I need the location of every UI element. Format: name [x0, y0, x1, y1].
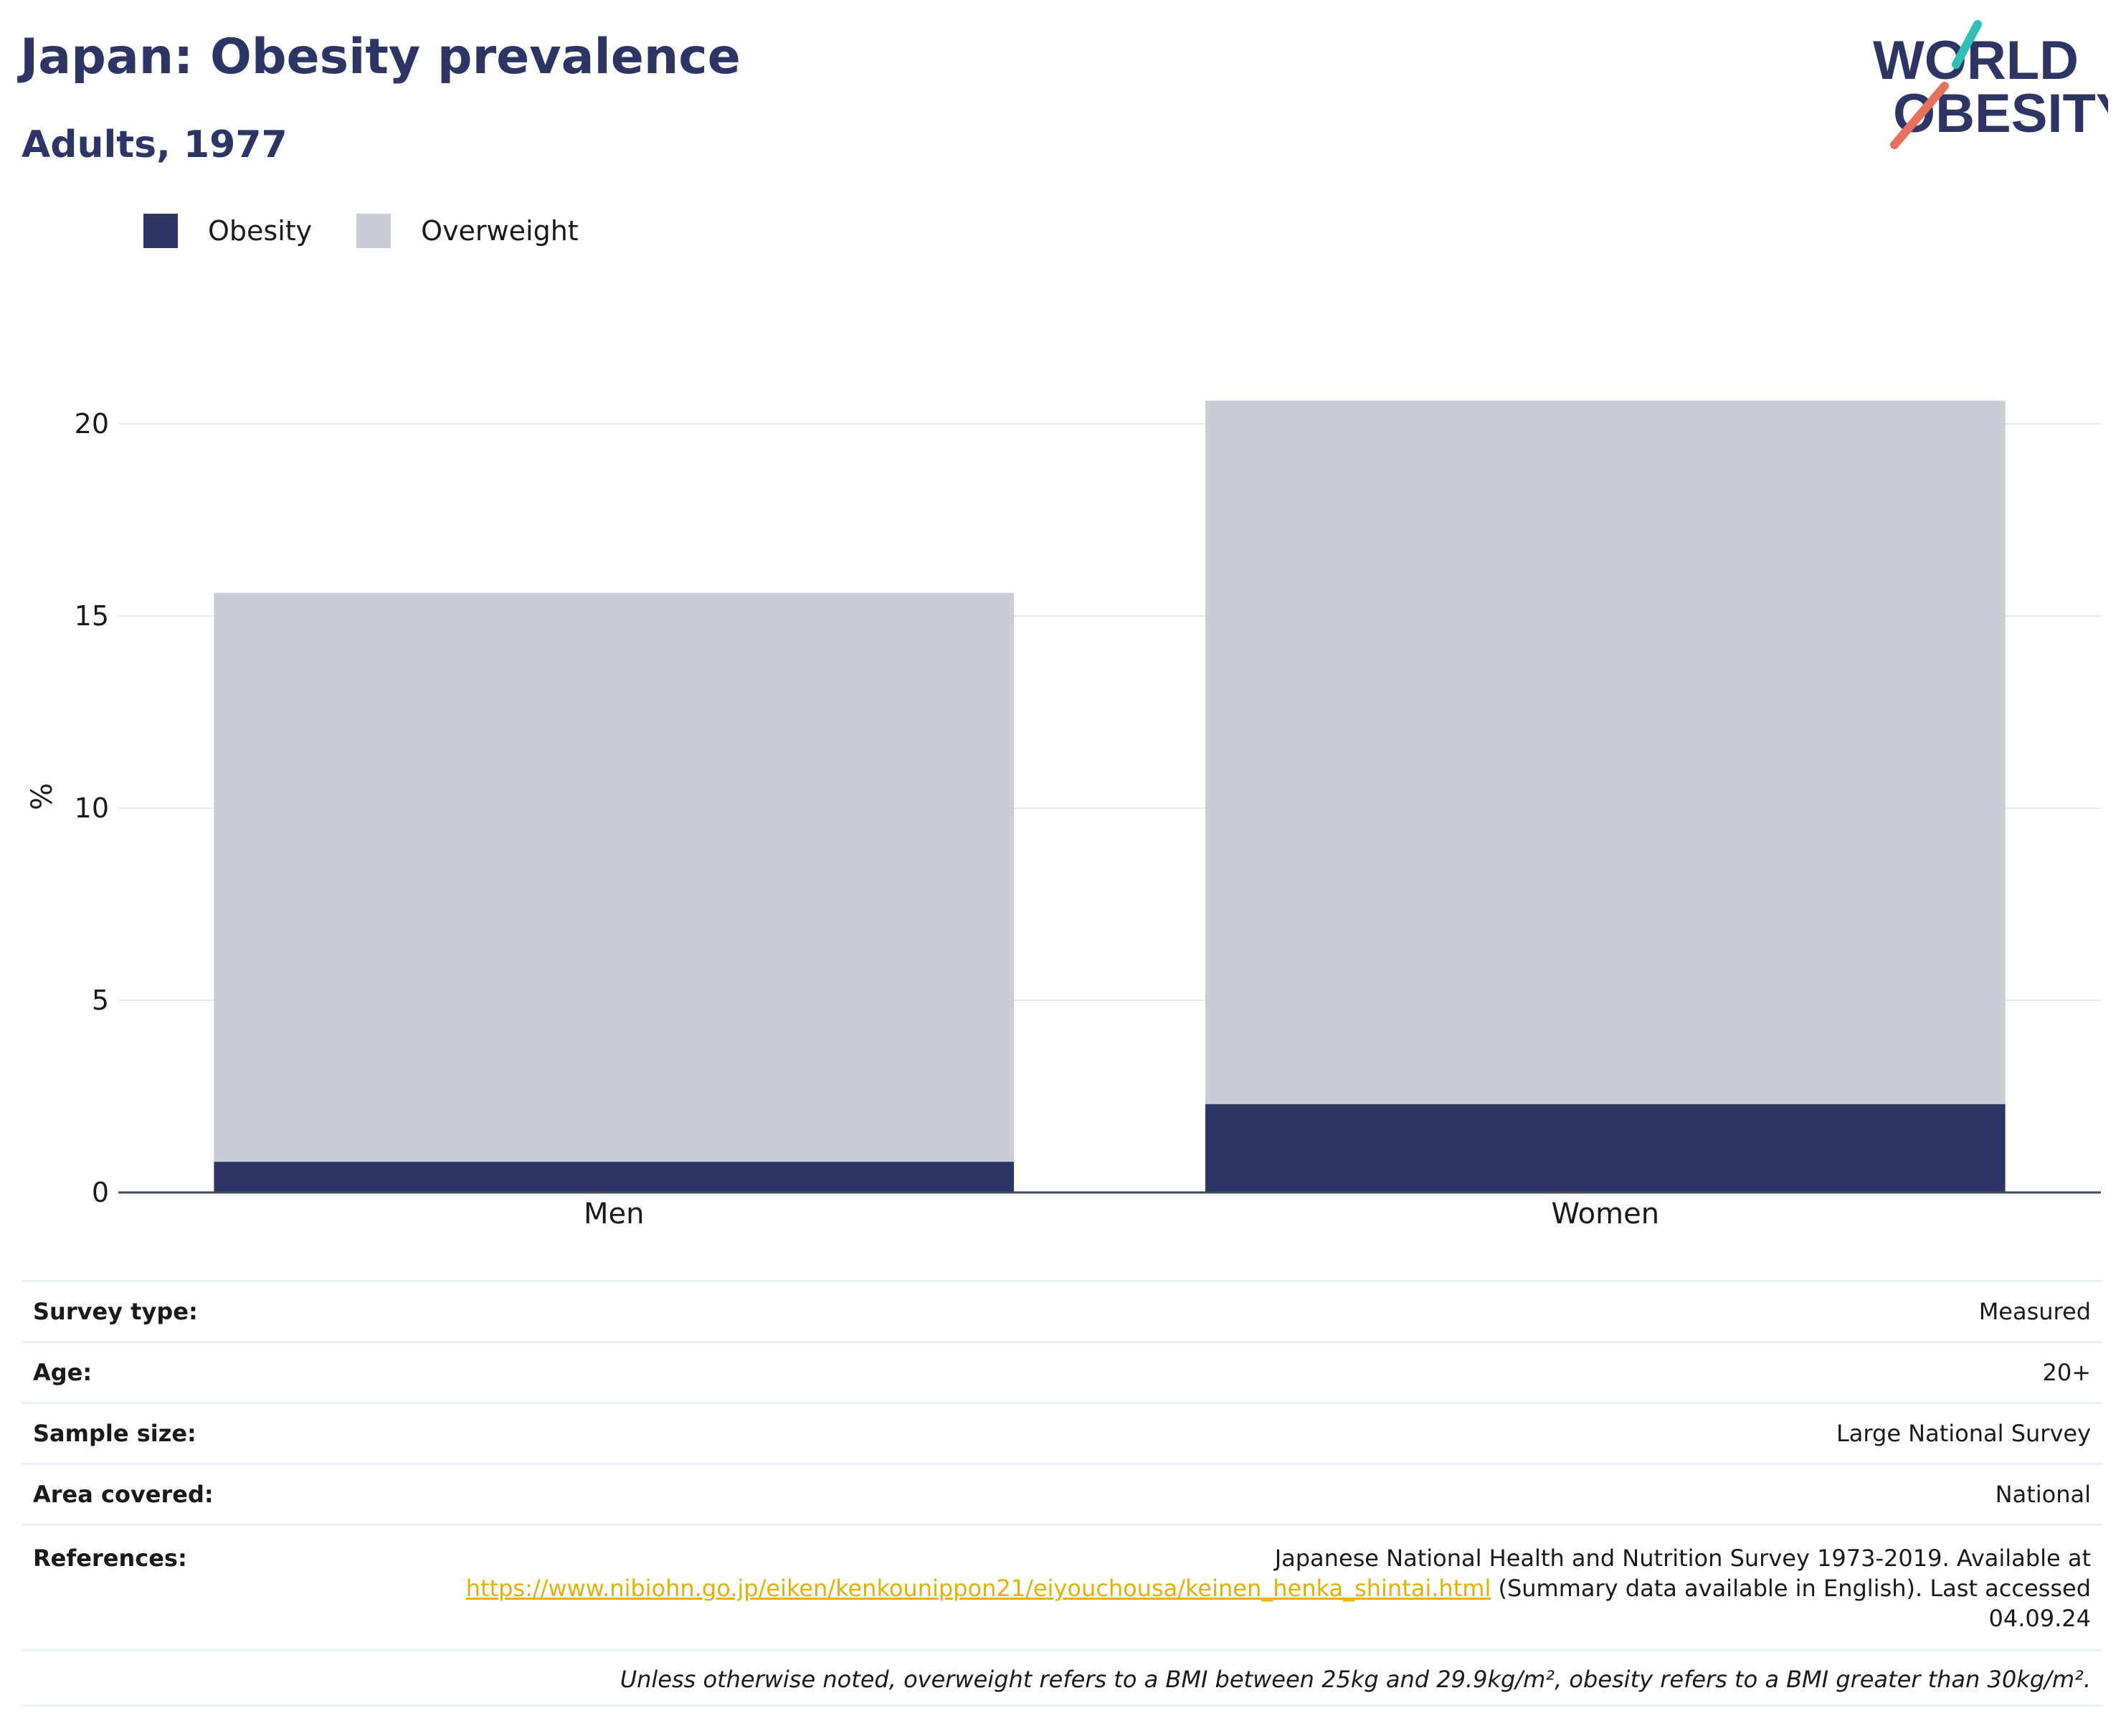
logo-text-line2: OBESITY	[1893, 83, 2108, 144]
survey-type-value: Measured	[403, 1280, 2102, 1342]
references-value: Japanese National Health and Nutrition S…	[403, 1524, 2102, 1651]
references-label: References:	[22, 1524, 403, 1651]
bar-overweight-women	[1205, 400, 2006, 1104]
logo-slash-coral	[1890, 82, 1949, 149]
survey-type-label: Survey type:	[22, 1280, 403, 1342]
y-tick-label-20: 20	[75, 408, 109, 440]
logo-text-line1: WORLD	[1873, 30, 2079, 91]
bar-chart: 0 5 10 15 20% Men Women	[26, 400, 2101, 1230]
sample-size-value: Large National Survey	[403, 1402, 2102, 1464]
details-row-sample-size: Sample size: Large National Survey	[22, 1402, 2102, 1464]
age-value: 20+	[403, 1341, 2102, 1403]
details-row-footnote: Unless otherwise noted, overweight refer…	[22, 1649, 2102, 1707]
y-tick-label-0: 0	[92, 1177, 109, 1208]
chart-subtitle: Adults, 1977	[22, 123, 288, 166]
area-covered-label: Area covered:	[22, 1463, 403, 1525]
details-row-area-covered: Area covered: National	[22, 1463, 2102, 1525]
area-covered-value: National	[403, 1463, 2102, 1525]
references-text-before: Japanese National Health and Nutrition S…	[1274, 1545, 2091, 1572]
y-tick-label-10: 10	[75, 792, 109, 824]
x-tick-label-women: Women	[1551, 1197, 1659, 1230]
legend-swatch-overweight	[356, 214, 392, 248]
sample-size-label: Sample size:	[22, 1402, 403, 1464]
y-axis-label: %	[26, 783, 59, 810]
legend-label-overweight: Overweight	[421, 215, 579, 247]
chart-legend: Obesity Overweight	[143, 214, 623, 248]
x-tick-label-men: Men	[584, 1197, 644, 1230]
bar-overweight-men	[214, 592, 1015, 1162]
references-link[interactable]: https://www.nibiohn.go.jp/eiken/kenkouni…	[465, 1575, 1491, 1602]
world-obesity-logo: WORLD OBESITY	[1873, 20, 2108, 149]
details-row-references: References: Japanese National Health and…	[22, 1524, 2102, 1651]
references-text-after: (Summary data available in English). Las…	[1498, 1575, 2091, 1632]
legend-item-obesity[interactable]: Obesity	[143, 214, 312, 248]
age-label: Age:	[22, 1341, 403, 1403]
y-tick-label-5: 5	[92, 985, 109, 1016]
survey-details-table: Survey type: Measured Age: 20+ Sample si…	[22, 1280, 2102, 1707]
details-row-age: Age: 20+	[22, 1341, 2102, 1403]
bar-obesity-men	[214, 1162, 1015, 1192]
chart-title: Japan: Obesity prevalence	[20, 29, 741, 85]
bar-obesity-women	[1205, 1104, 2006, 1192]
legend-swatch-obesity	[143, 214, 178, 248]
legend-item-overweight[interactable]: Overweight	[356, 214, 579, 248]
logo-slash-teal	[1952, 20, 1982, 69]
details-row-survey-type: Survey type: Measured	[22, 1280, 2102, 1342]
legend-label-obesity: Obesity	[208, 215, 313, 247]
y-tick-label-15: 15	[75, 600, 109, 632]
bmi-footnote: Unless otherwise noted, overweight refer…	[22, 1649, 2102, 1707]
